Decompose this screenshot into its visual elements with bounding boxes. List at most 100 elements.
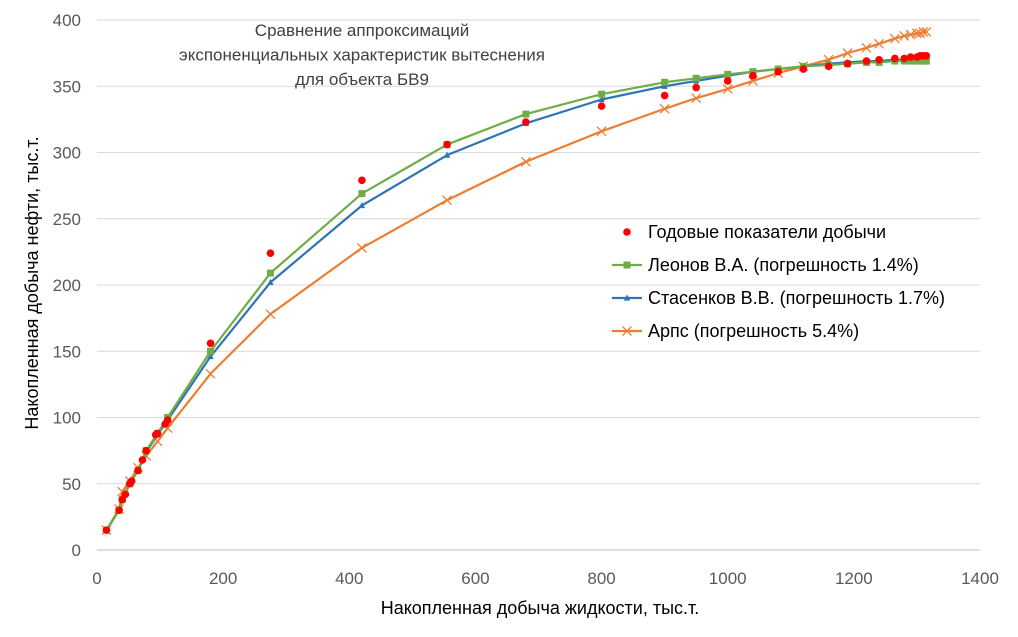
x-tick-label: 1400 xyxy=(961,569,999,588)
data-point xyxy=(861,42,872,53)
data-point xyxy=(598,90,606,98)
data-point xyxy=(442,195,453,206)
data-point xyxy=(907,57,915,65)
data-point xyxy=(522,110,530,118)
data-point xyxy=(691,93,702,104)
data-point xyxy=(522,118,530,126)
data-point xyxy=(134,466,142,475)
data-point xyxy=(874,38,885,49)
series-0 xyxy=(102,51,931,534)
data-point xyxy=(922,57,930,65)
x-tick-label: 600 xyxy=(461,569,489,588)
data-point xyxy=(121,490,130,499)
data-point xyxy=(915,28,926,39)
data-point xyxy=(266,249,275,257)
data-point xyxy=(115,506,123,515)
legend: Годовые показатели добычи Леонов В.А. (по… xyxy=(612,222,945,341)
x-tick-label: 200 xyxy=(209,569,237,588)
data-point xyxy=(922,51,931,60)
data-point xyxy=(889,33,900,44)
series-line xyxy=(105,30,927,531)
data-point xyxy=(724,70,732,78)
data-point xyxy=(918,26,929,37)
gridlines xyxy=(97,19,980,485)
data-point xyxy=(799,65,808,73)
data-point xyxy=(207,353,214,360)
data-point xyxy=(891,54,899,63)
data-point xyxy=(267,278,274,285)
data-point xyxy=(153,429,162,438)
data-point xyxy=(900,54,909,63)
data-point xyxy=(138,456,147,464)
data-point xyxy=(862,57,871,65)
x-tick-label: 1200 xyxy=(835,569,873,588)
legend-marker xyxy=(623,228,631,236)
legend-marker xyxy=(622,326,632,336)
data-point xyxy=(722,83,733,94)
x-tick-label: 400 xyxy=(335,569,363,588)
data-point xyxy=(358,190,366,198)
legend-label: Стасенков В.В. (погрешность 1.7%) xyxy=(648,288,945,308)
legend-marker xyxy=(623,294,631,301)
legend-item: Стасенков В.В. (погрешность 1.7%) xyxy=(612,288,945,308)
legend-item: Леонов В.А. (погрешность 1.4%) xyxy=(612,255,919,275)
legend-marker xyxy=(623,261,631,269)
legend-label: Годовые показатели добычи xyxy=(648,222,886,242)
data-point xyxy=(102,526,111,534)
data-point xyxy=(659,103,670,114)
data-point xyxy=(774,67,782,76)
data-point xyxy=(163,416,172,424)
data-point xyxy=(596,126,607,137)
data-point xyxy=(142,446,150,455)
series-layer xyxy=(101,26,932,536)
data-point xyxy=(842,48,853,59)
data-point xyxy=(905,29,916,40)
x-tick-label: 1000 xyxy=(709,569,747,588)
chart-title-line: для объекта БВ9 xyxy=(295,70,429,89)
data-point xyxy=(265,309,276,320)
x-tick-label: 800 xyxy=(587,569,615,588)
data-point xyxy=(356,242,367,253)
data-point xyxy=(824,62,833,71)
x-axis-title: Накопленная добыча жидкости, тыс.т. xyxy=(381,598,700,618)
chart-title-line: экспоненциальных характеристик вытеснени… xyxy=(179,46,545,65)
data-point xyxy=(911,28,922,39)
data-point xyxy=(358,176,366,185)
y-tick-label: 200 xyxy=(53,276,81,295)
y-tick-label: 250 xyxy=(53,210,81,229)
y-tick-label: 100 xyxy=(53,409,81,428)
data-point xyxy=(598,96,605,103)
x-axis-ticks: 0 200 400 600 800 1000 1200 1400 xyxy=(92,569,999,588)
y-tick-label: 50 xyxy=(62,475,81,494)
data-point xyxy=(443,140,451,149)
data-point xyxy=(661,82,668,89)
legend-label: Леонов В.А. (погрешность 1.4%) xyxy=(648,255,919,275)
y-tick-label: 400 xyxy=(53,11,81,30)
y-axis-title: Накопленная добыча нефти, тыс.т. xyxy=(22,136,42,429)
data-point xyxy=(266,269,274,277)
data-point xyxy=(749,71,757,80)
y-axis-ticks: 0 50 100 150 200 250 300 350 400 xyxy=(53,11,81,560)
data-point xyxy=(205,368,216,379)
data-point xyxy=(906,53,915,61)
series-3 xyxy=(101,26,932,536)
data-point xyxy=(875,55,883,64)
y-tick-label: 150 xyxy=(53,342,81,361)
legend-item: Годовые показатели добычи xyxy=(623,222,886,242)
data-point xyxy=(921,26,932,37)
data-point xyxy=(723,77,732,85)
chart-title-line: Сравнение аппроксимаций xyxy=(255,21,469,40)
data-point xyxy=(127,477,136,485)
y-tick-label: 0 xyxy=(72,541,81,560)
data-point xyxy=(899,30,910,41)
data-point xyxy=(443,151,451,158)
data-point xyxy=(207,347,215,355)
data-point xyxy=(692,74,700,82)
data-point xyxy=(692,83,700,92)
data-point xyxy=(749,68,757,76)
data-point xyxy=(843,59,852,68)
x-tick-label: 0 xyxy=(92,569,101,588)
data-point xyxy=(520,156,531,167)
data-point xyxy=(660,91,669,100)
